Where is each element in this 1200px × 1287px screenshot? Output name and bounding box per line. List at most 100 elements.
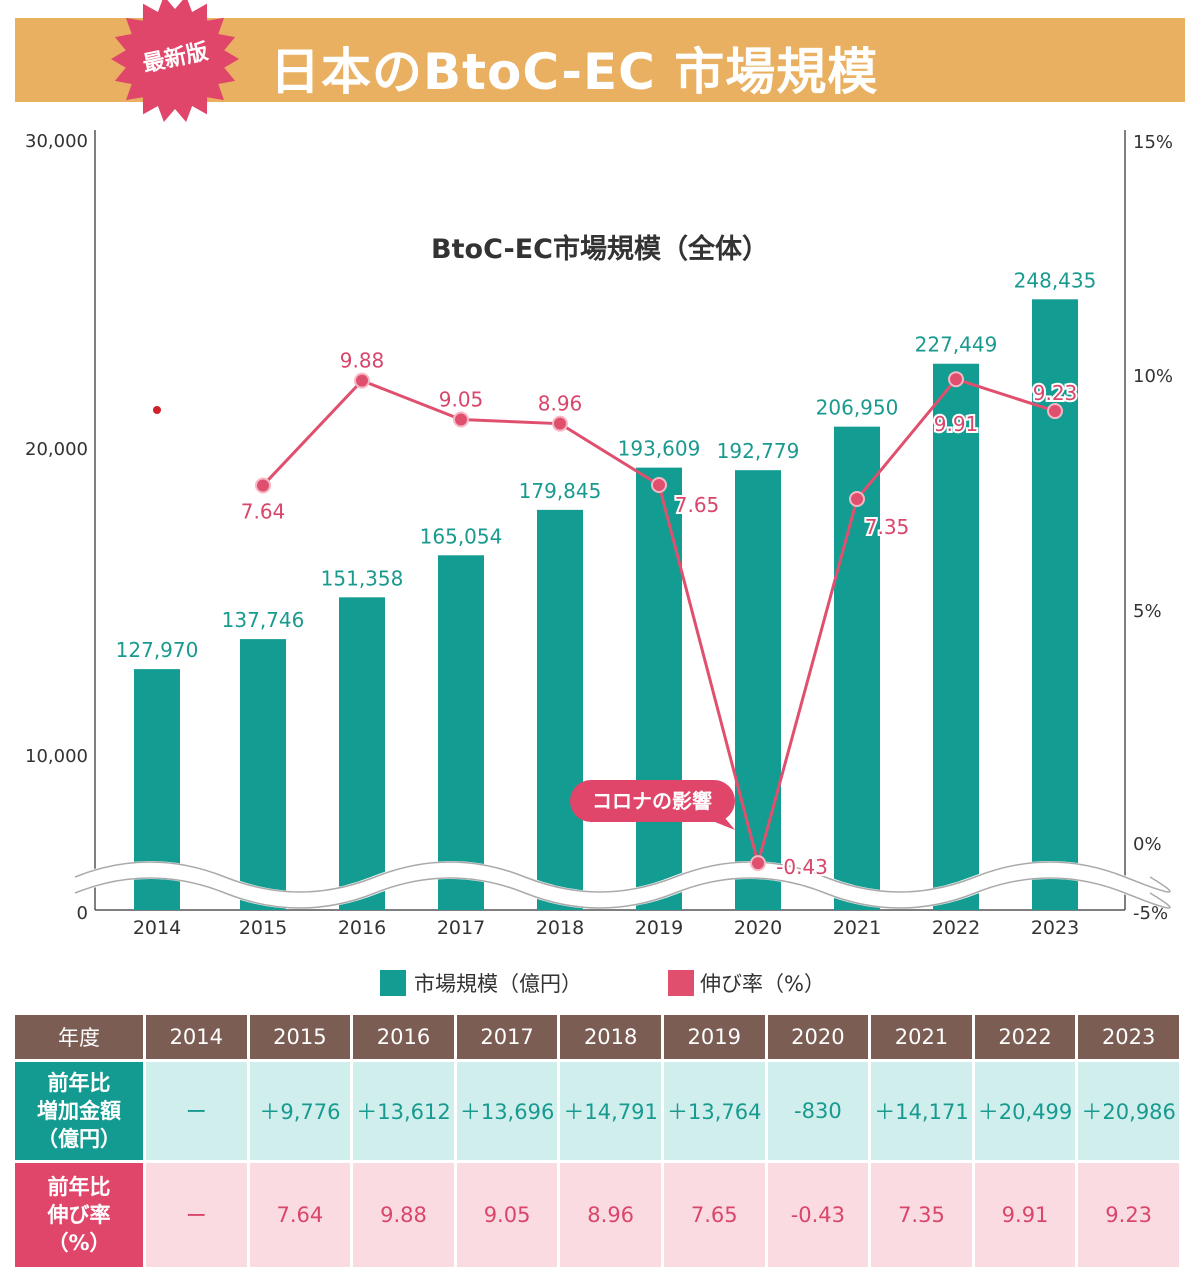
- x-tick-label: 2019: [635, 917, 683, 939]
- x-tick-label: 2018: [536, 917, 584, 939]
- data-table: 年度 2014 2015 2016 2017 2018 2019 2020 2021 2022 20…: [12, 1012, 1182, 1270]
- legend-swatch-bars: [380, 970, 406, 996]
- line-label: -0.43: [776, 855, 828, 879]
- line-marker: [849, 491, 865, 508]
- bar-label: 179,845: [519, 479, 602, 503]
- line-label: 9.91: [934, 412, 979, 436]
- left-tick-label: 0: [77, 903, 88, 924]
- chart-title: BtoC-EC市場規模（全体）: [431, 233, 769, 265]
- bar: [438, 555, 484, 910]
- line-marker: [1047, 403, 1063, 420]
- callout-bubble: [570, 780, 735, 822]
- right-tick-label: 0%: [1133, 834, 1162, 855]
- table-cell-amount: ＋20,986: [1078, 1062, 1179, 1160]
- legend-label-bars: 市場規模（億円）: [414, 972, 582, 996]
- right-tick-label: 15%: [1133, 132, 1173, 153]
- bar-label: 137,746: [222, 608, 305, 632]
- x-tick-label: 2014: [133, 917, 181, 939]
- x-tick-label: 2021: [833, 917, 881, 939]
- table-cell-rate: 7.64: [249, 1163, 351, 1267]
- table-cell-amount: ＋13,764: [663, 1062, 765, 1160]
- table-cell-amount: ＋9,776: [249, 1062, 351, 1160]
- bar-label: 127,970: [116, 638, 199, 662]
- table-cell-rate: ー: [146, 1163, 247, 1267]
- legend-label-line: 伸び率（%）: [700, 972, 825, 996]
- chart: 0 10,000 20,000 30,000 -5% 0% 5% 10% 15% BtoC-EC市…: [25, 130, 1179, 996]
- line-label: 8.96: [538, 392, 583, 416]
- line-label: 9.23: [1033, 381, 1078, 405]
- bar: [933, 363, 979, 910]
- table-cell-rate: 7.65: [663, 1163, 765, 1267]
- line-marker: [255, 477, 271, 494]
- table-header-year: 2015: [249, 1015, 351, 1059]
- bar-label: 248,435: [1014, 268, 1097, 292]
- label-line: 前年比: [47, 1175, 111, 1199]
- line-label: 9.88: [340, 349, 385, 373]
- table-header-year: 2014: [146, 1015, 247, 1059]
- right-tick-label: -5%: [1133, 903, 1168, 924]
- table-cell-rate: 7.35: [871, 1163, 972, 1267]
- left-tick-label: 20,000: [25, 439, 88, 460]
- table-cell-amount: ＋13,612: [353, 1062, 454, 1160]
- bar-label: 151,358: [321, 566, 404, 590]
- table-header-year: 2023: [1078, 1015, 1179, 1059]
- marker-dot: [153, 406, 161, 414]
- bar: [240, 639, 286, 910]
- line-marker: [750, 855, 766, 872]
- x-tick-label: 2022: [932, 917, 980, 939]
- label-line: （%）: [47, 1231, 111, 1255]
- bar: [1032, 299, 1078, 910]
- table-cell-amount: ＋14,791: [560, 1062, 661, 1160]
- bar-label: 206,950: [816, 396, 899, 420]
- legend-swatch-line: [668, 970, 694, 996]
- row-label-amount: 前年比増加金額 （億円）: [15, 1062, 143, 1160]
- line-label: 9.05: [439, 387, 484, 411]
- line-marker: [453, 411, 469, 428]
- table-cell-amount: ＋14,171: [871, 1062, 972, 1160]
- table-cell-amount: ＋20,499: [974, 1062, 1076, 1160]
- table-header-label: 年度: [15, 1015, 143, 1059]
- line-marker: [354, 372, 370, 389]
- bar: [537, 509, 583, 910]
- table-cell-rate: 9.05: [456, 1163, 558, 1267]
- x-tick-label: 2015: [239, 917, 287, 939]
- table-cell-amount: ー: [146, 1062, 247, 1160]
- table-header-year: 2021: [871, 1015, 972, 1059]
- line-marker: [651, 476, 667, 493]
- line-label: 7.65: [675, 493, 720, 517]
- label-line: （億円）: [37, 1127, 121, 1151]
- bar: [636, 467, 682, 910]
- right-tick-label: 5%: [1133, 601, 1162, 622]
- row-label-rate: 前年比伸び率 （%）: [15, 1163, 143, 1267]
- line-marker: [948, 371, 964, 388]
- axis-break: [71, 861, 1179, 909]
- label-line: 伸び率: [47, 1203, 111, 1227]
- x-tick-label: 2016: [338, 917, 386, 939]
- line-label: 7.64: [241, 499, 286, 523]
- x-tick-label: 2023: [1031, 917, 1079, 939]
- left-tick-label: 10,000: [25, 746, 88, 767]
- bar-label: 165,054: [420, 524, 503, 548]
- table-cell-rate: 9.88: [353, 1163, 454, 1267]
- left-tick-label: 30,000: [25, 131, 88, 152]
- table-cell-amount: ＋13,696: [456, 1062, 558, 1160]
- page-title: 日本のBtoC-EC 市場規模: [270, 43, 879, 101]
- label-line: 増加金額: [37, 1099, 121, 1123]
- table-header-year: 2017: [456, 1015, 558, 1059]
- bar-label: 227,449: [915, 333, 998, 357]
- table-cell-amount: -830: [767, 1062, 869, 1160]
- bar: [834, 426, 880, 910]
- table-header-year: 2019: [663, 1015, 765, 1059]
- x-tick-label: 2020: [734, 917, 782, 939]
- table-header-year: 2022: [974, 1015, 1076, 1059]
- bar-label: 192,779: [717, 439, 800, 463]
- label-line: 前年比: [47, 1071, 111, 1095]
- bar: [339, 597, 385, 910]
- bar: [735, 470, 781, 910]
- axis-break-lines: [74, 861, 1171, 909]
- table-cell-rate: 9.91: [974, 1163, 1076, 1267]
- bar-label: 193,609: [618, 437, 701, 461]
- line-marker: [552, 415, 568, 432]
- table-cell-rate: 9.23: [1078, 1163, 1179, 1267]
